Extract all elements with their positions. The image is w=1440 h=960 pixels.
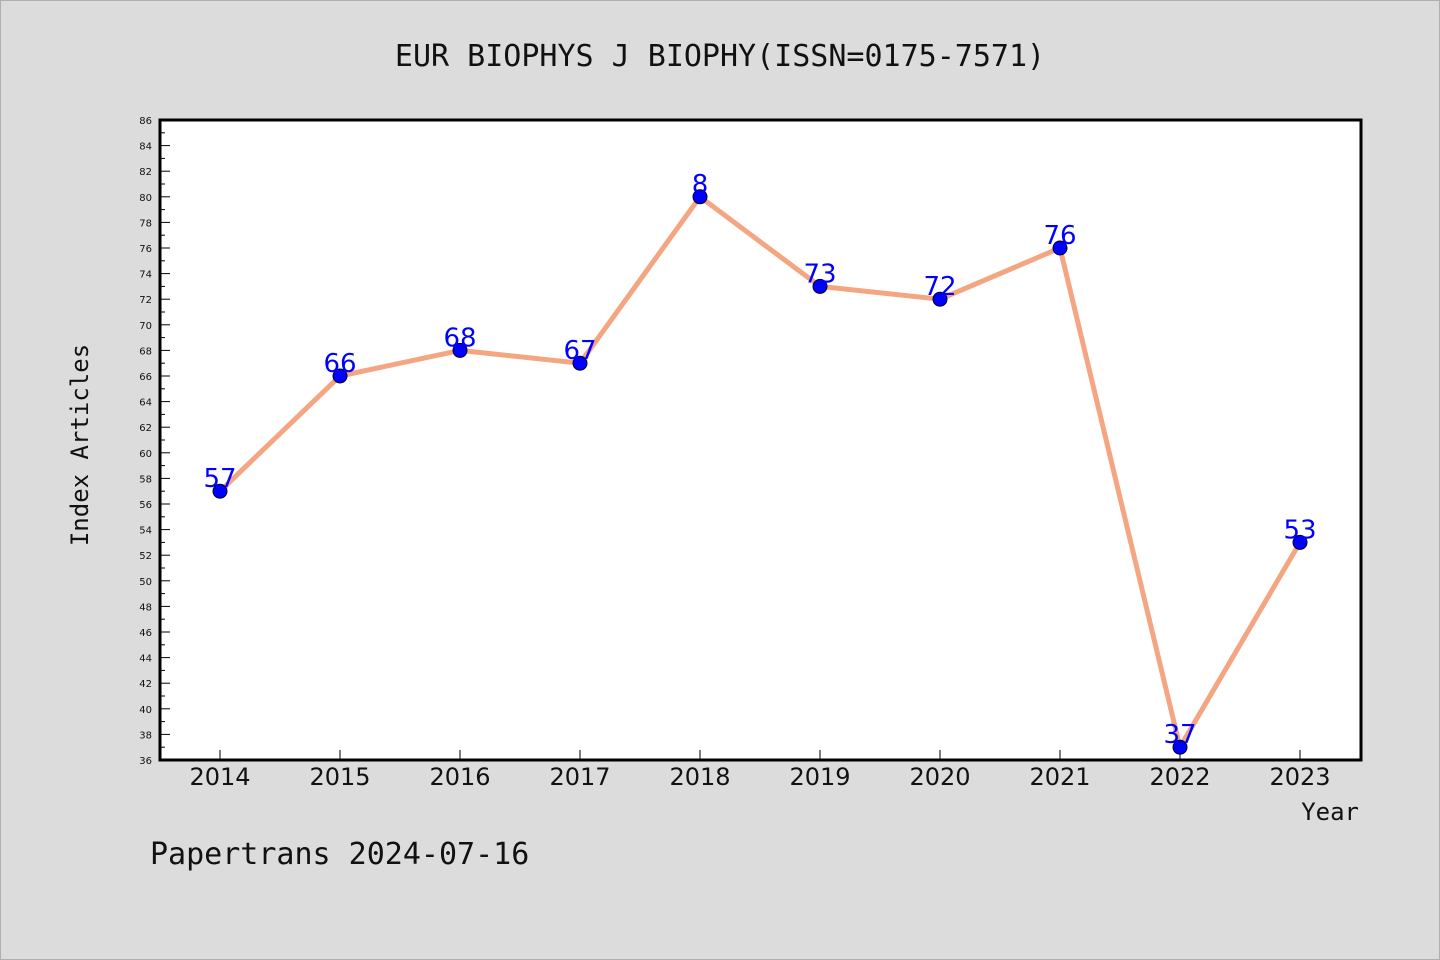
data-point [932,291,948,307]
x-tick-label: 2023 [1269,763,1330,791]
data-point [812,278,828,294]
data-label: 72 [923,272,956,302]
series-group: 57 66 68 67 8 73 72 76 37 53 [203,170,1317,755]
y-tick-label: 40 [139,705,152,716]
y-tick-label: 76 [139,244,152,255]
data-point [1052,240,1068,256]
y-tick-label: 66 [139,372,152,383]
data-point [1172,739,1188,755]
y-tick-label: 52 [139,551,152,562]
x-tick-label: 2019 [789,763,850,791]
data-point [572,355,588,371]
data-point [212,483,228,499]
y-tick-label: 50 [139,577,152,588]
y-tick-label: 60 [139,449,152,460]
y-tick-label: 78 [139,218,152,229]
x-tick-label: 2017 [549,763,610,791]
series-line [218,194,1303,750]
data-label: 67 [563,336,596,366]
x-tick-label: 2015 [309,763,370,791]
y-tick-label: 64 [139,398,152,409]
y-tick-label: 46 [139,628,152,639]
x-tick-label: 2014 [189,763,250,791]
data-label: 76 [1043,221,1076,251]
y-tick-label: 58 [139,474,152,485]
y-axis-title: Index Articles [66,344,94,546]
plot-area [158,118,1363,762]
data-point [332,368,348,384]
x-axis: 2014 2015 2016 2017 2018 2019 2020 2021 2022 2023 [189,750,1331,791]
chart-title: EUR BIOPHYS J BIOPHY(ISSN=0175-7571) [395,39,1045,74]
y-tick-label: 54 [139,526,152,537]
data-point [452,342,468,358]
x-tick-label: 2021 [1029,763,1090,791]
data-label: 68 [443,323,476,353]
y-tick-label: 44 [139,654,152,665]
y-tick-label: 70 [139,321,152,332]
x-tick-label: 2020 [909,763,970,791]
y-tick-label: 72 [139,295,152,306]
data-label: 37 [1163,720,1196,750]
y-tick-label: 84 [139,142,152,153]
footer-watermark: Papertrans 2024-07-16 [150,837,529,872]
data-label: 8 [692,170,709,200]
y-tick-label: 82 [139,167,152,178]
y-tick-label: 74 [139,270,152,281]
x-tick-label: 2022 [1149,763,1210,791]
y-tick-label: 62 [139,423,152,434]
x-axis-title: Year [1301,798,1359,826]
y-tick-label: 68 [139,346,152,357]
y-tick-label: 42 [139,679,152,690]
data-label: 73 [803,259,836,289]
y-tick-label: 36 [139,756,152,767]
x-tick-label: 2016 [429,763,490,791]
y-tick-label: 48 [139,602,152,613]
y-tick-label: 86 [139,116,152,127]
x-tick-label: 2018 [669,763,730,791]
y-tick-label: 56 [139,500,152,511]
y-tick-label: 80 [139,193,152,204]
data-point [692,189,708,205]
data-label: 57 [203,464,236,494]
data-point [1292,534,1308,550]
data-label: 66 [323,349,356,379]
y-axis: 36 38 40 42 44 46 48 50 52 54 56 58 60 62 64 66 68 70 72 74… [139,116,170,767]
data-label: 53 [1283,515,1316,545]
y-tick-label: 38 [139,730,152,741]
